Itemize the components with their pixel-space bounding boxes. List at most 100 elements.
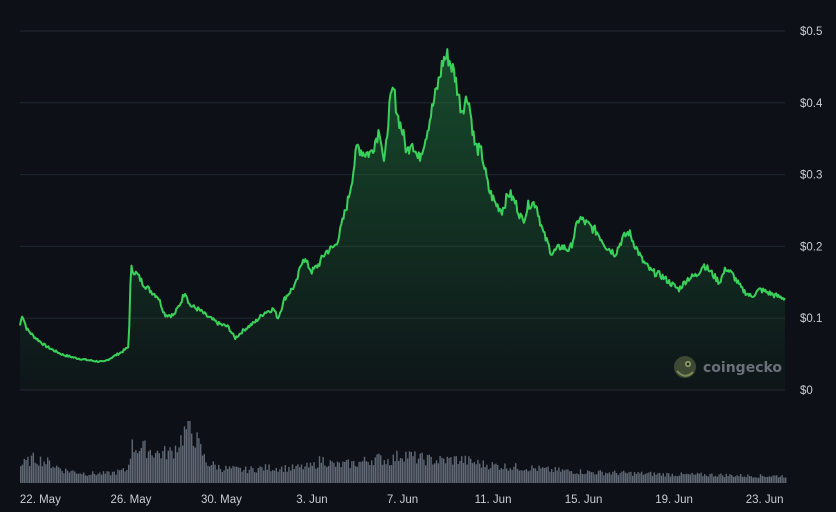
volume-bar: [149, 449, 151, 483]
volume-bar: [183, 426, 186, 483]
volume-bar: [131, 439, 133, 483]
volume-bar: [140, 447, 142, 483]
volume-bar: [214, 464, 216, 483]
volume-bar: [709, 473, 711, 483]
volume-bar: [599, 470, 601, 483]
volume-bar: [133, 452, 135, 483]
y-axis-ticks: $0 $0.1 $0.2 $0.3 $0.4 $0.5: [800, 26, 823, 397]
volume-bar: [635, 473, 637, 483]
volume-bar: [30, 455, 33, 483]
volume-bar: [695, 474, 697, 483]
volume-bar: [749, 476, 751, 483]
volume-bar: [306, 462, 308, 483]
volume-bar: [646, 473, 648, 483]
volume-bar: [20, 466, 22, 483]
volume-bar: [21, 464, 24, 483]
volume-bar: [178, 447, 180, 483]
volume-bar: [410, 452, 412, 483]
volume-bar: [452, 464, 454, 483]
volume-bar: [86, 475, 88, 483]
volume-bar: [232, 465, 234, 483]
volume-bar: [104, 473, 106, 483]
x-axis-ticks: 22. May 26. May 30. May 3. Jun 7. Jun 11. Jun…: [20, 494, 784, 506]
price-line: [19, 48, 786, 363]
volume-bar: [734, 476, 736, 483]
volume-bar: [176, 452, 178, 483]
volume-bar: [477, 459, 479, 483]
volume-bar: [572, 473, 574, 483]
volume-bar: [531, 465, 533, 483]
volume-bar: [779, 476, 781, 483]
volume-bar: [435, 460, 438, 483]
volume-bar: [254, 472, 256, 483]
volume-bar: [437, 463, 439, 483]
volume-bar: [264, 464, 267, 483]
volume-bar: [225, 465, 227, 483]
volume-bar: [597, 470, 600, 483]
volume-bar: [169, 447, 171, 483]
volume-bar: [754, 477, 756, 483]
volume-bar: [624, 472, 627, 483]
volume-bar: [614, 470, 616, 483]
volume-bar: [84, 475, 87, 483]
volume-bar: [444, 463, 447, 483]
volume-bar: [763, 476, 765, 483]
volume-bar: [70, 470, 72, 483]
volume-bar: [520, 470, 522, 483]
volume-bar: [65, 468, 67, 483]
volume-bar: [502, 469, 504, 483]
volume-bar: [475, 464, 477, 483]
volume-bar: [383, 460, 385, 483]
volume-bar: [461, 456, 463, 483]
volume-bar: [425, 465, 427, 483]
volume-bar: [579, 469, 582, 483]
volume-bar: [351, 461, 353, 483]
volume-bar: [621, 471, 623, 483]
volume-bar: [641, 471, 643, 483]
volume-bar: [464, 455, 466, 483]
volume-bar: [342, 461, 344, 483]
volume-bar: [482, 460, 484, 483]
volume-bar: [329, 460, 331, 483]
volume-bar: [333, 462, 335, 483]
volume-bar: [713, 476, 715, 483]
volume-bar: [687, 474, 690, 483]
volume-bar: [419, 453, 421, 483]
volume-bar: [369, 464, 371, 483]
volume-bar: [218, 464, 220, 483]
volume-bar: [405, 451, 407, 483]
volume-bar: [291, 464, 294, 483]
volume-bar: [581, 473, 583, 483]
volume-bar: [286, 471, 288, 483]
volume-bar: [714, 475, 717, 483]
volume-bar: [675, 475, 677, 483]
volume-bar: [603, 475, 605, 483]
volume-bar: [353, 460, 355, 483]
volume-bar: [407, 458, 409, 483]
volume-bar: [252, 468, 254, 483]
volume-bar: [545, 467, 547, 483]
volume-bar: [777, 477, 780, 483]
volume-bar: [741, 476, 744, 483]
volume-bar: [682, 474, 684, 483]
volume-bar: [72, 470, 74, 483]
volume-bar: [32, 452, 34, 483]
volume-bar: [745, 477, 747, 483]
volume-bar: [200, 443, 202, 483]
volume-bar: [642, 474, 645, 483]
volume-bar: [97, 473, 99, 483]
x-tick-label: 22. May: [20, 494, 61, 506]
volume-bar: [513, 466, 515, 483]
volume-bar: [41, 466, 43, 483]
volume-bar: [135, 450, 137, 483]
volume-bar: [167, 450, 169, 483]
volume-bar: [659, 472, 661, 483]
volume-bar: [767, 476, 769, 483]
volume-bar: [509, 468, 511, 483]
volume-bar: [356, 466, 358, 483]
volume-bar: [340, 467, 342, 483]
volume-bar: [68, 472, 70, 483]
volume-bar: [194, 447, 196, 483]
volume-bar: [259, 466, 261, 483]
volume-bar: [543, 467, 546, 483]
